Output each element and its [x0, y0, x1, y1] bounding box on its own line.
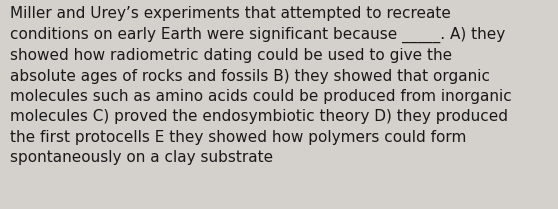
Text: Miller and Urey’s experiments that attempted to recreate
conditions on early Ear: Miller and Urey’s experiments that attem…	[10, 6, 512, 165]
